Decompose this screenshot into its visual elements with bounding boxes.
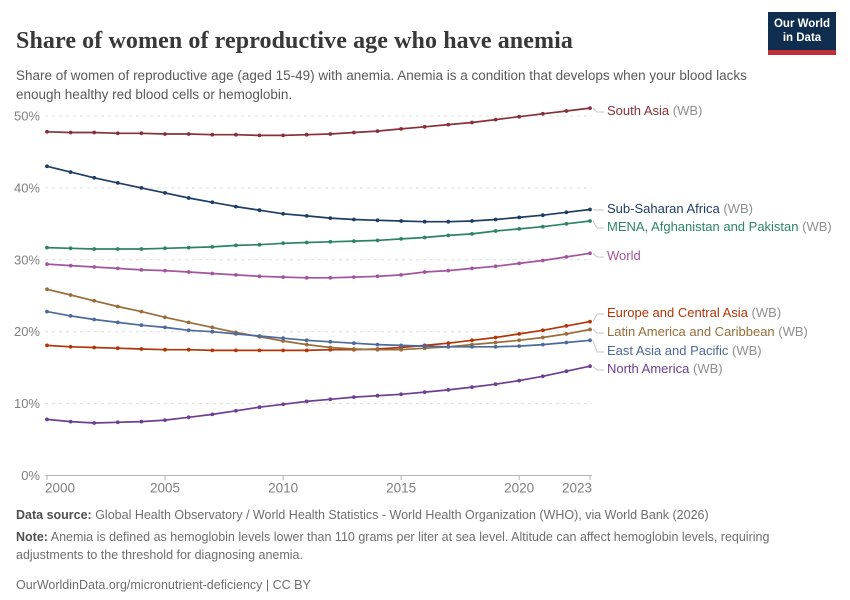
series-mena-afghanistan-and-pakistan <box>45 219 592 251</box>
series-label-world[interactable]: World <box>607 248 641 263</box>
series-suffix: (WB) <box>719 201 753 216</box>
chart-subtitle: Share of women of reproductive age (aged… <box>16 67 747 102</box>
line-chart[interactable]: 0% 10% 20% 30% 40% 50% 2000 2005 2010 2015 2020 202… <box>0 95 850 505</box>
y-tick-labels: 0% 10% 20% 30% 40% 50% <box>14 109 40 484</box>
series-suffix: (WB) <box>747 305 782 320</box>
series-label-latin-america-and-caribbean[interactable]: Latin America and Caribbean (WB) <box>607 324 808 339</box>
series-label-south-asia[interactable]: South Asia (WB) <box>607 103 702 118</box>
series-south-asia <box>45 106 592 138</box>
owid-logo-text: Our World in Data <box>768 12 836 50</box>
svg-text:50%: 50% <box>14 109 40 124</box>
x-axis <box>45 475 592 480</box>
svg-text:2010: 2010 <box>268 481 298 496</box>
note-label: Note: <box>16 529 48 544</box>
series-label-north-america[interactable]: North America (WB) <box>607 361 723 376</box>
series-label-sub-saharan-africa[interactable]: Sub-Saharan Africa (WB) <box>607 201 753 216</box>
series-name: MENA, Afghanistan and Pakistan <box>607 219 799 234</box>
series-name: Sub-Saharan Africa <box>607 201 720 216</box>
series-label-europe-and-central-asia[interactable]: Europe and Central Asia (WB) <box>607 305 781 320</box>
series-suffix: (WB) <box>728 343 762 358</box>
svg-text:0%: 0% <box>21 468 40 483</box>
svg-text:2005: 2005 <box>150 481 180 496</box>
svg-text:2015: 2015 <box>386 481 416 496</box>
series-suffix: (WB) <box>689 361 723 376</box>
series-north-america <box>45 364 592 425</box>
note-line: Note: Anemia is defined as hemoglobin le… <box>16 529 838 565</box>
series-label-east-asia-and-pacific[interactable]: East Asia and Pacific (WB) <box>607 343 762 358</box>
data-source-text: Global Health Observatory / World Health… <box>91 508 709 522</box>
series-suffix: (WB) <box>774 324 808 339</box>
label-connectors <box>592 107 604 371</box>
citation-link[interactable]: OurWorldinData.org/micronutrient-deficie… <box>16 578 311 593</box>
page-title: Share of women of reproductive age who h… <box>16 28 573 55</box>
owid-logo[interactable]: Our World in Data <box>768 12 836 55</box>
data-source-label: Data source: <box>16 508 92 522</box>
chart-footer: Data source: Global Health Observatory /… <box>16 507 838 595</box>
series-name: World <box>607 248 641 263</box>
series-suffix: (WB) <box>798 219 832 234</box>
svg-text:30%: 30% <box>14 252 40 267</box>
svg-text:40%: 40% <box>14 180 40 195</box>
svg-text:2023: 2023 <box>562 481 592 496</box>
series-east-asia-and-pacific <box>45 309 592 349</box>
svg-text:2000: 2000 <box>45 481 75 496</box>
series-name: North America <box>607 361 690 376</box>
series-sub-saharan-africa <box>45 164 592 224</box>
gridlines <box>45 115 592 405</box>
series-name: South Asia <box>607 103 670 118</box>
svg-text:10%: 10% <box>14 396 40 411</box>
series-latin-america-and-caribbean <box>45 287 592 352</box>
series-europe-and-central-asia <box>45 319 592 353</box>
series-name: Latin America and Caribbean <box>607 324 775 339</box>
series-name: East Asia and Pacific <box>607 343 729 358</box>
note-text: Anemia is defined as hemoglobin levels l… <box>16 529 770 562</box>
data-source-line: Data source: Global Health Observatory /… <box>16 507 838 525</box>
svg-text:20%: 20% <box>14 324 40 339</box>
series-name: Europe and Central Asia <box>607 305 748 320</box>
owid-logo-stripe <box>768 50 836 55</box>
series-label-mena-afghanistan-and-pakistan[interactable]: MENA, Afghanistan and Pakistan (WB) <box>607 219 832 234</box>
series-world <box>45 251 592 280</box>
series-suffix: (WB) <box>669 103 703 118</box>
svg-text:2020: 2020 <box>504 481 534 496</box>
x-tick-labels: 2000 2005 2010 2015 2020 2023 <box>45 481 592 496</box>
